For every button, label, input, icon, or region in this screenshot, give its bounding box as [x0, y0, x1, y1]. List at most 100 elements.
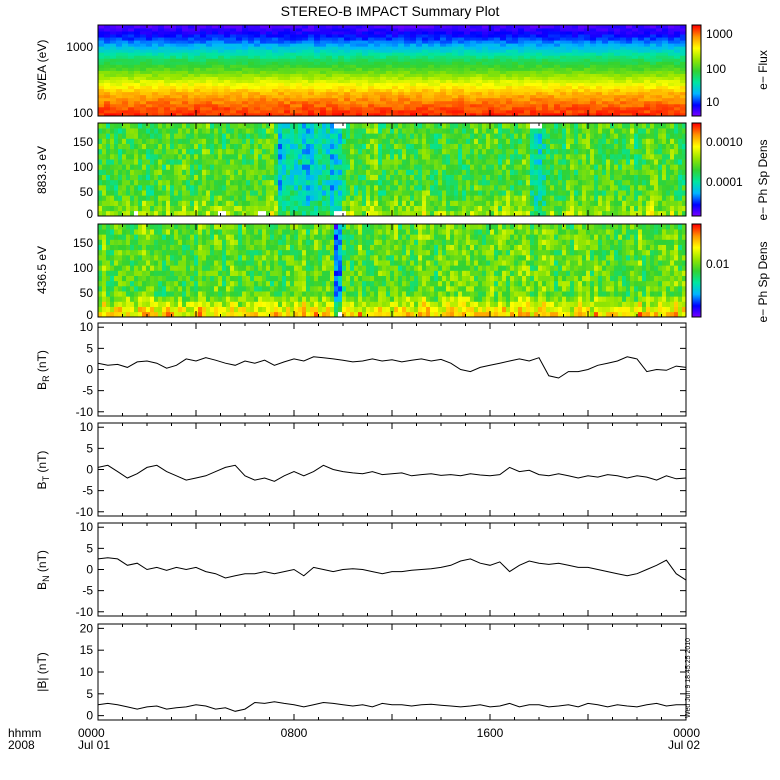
pad-cell — [298, 195, 303, 201]
pad-cell — [366, 185, 371, 191]
pad-cell — [474, 128, 479, 134]
pad-cell — [366, 133, 371, 139]
swea-cell — [548, 103, 555, 108]
swea-cell — [494, 91, 501, 96]
swea-cell — [134, 79, 141, 84]
pad-cell — [366, 190, 371, 196]
pad-cell — [106, 174, 111, 181]
swea-cell — [314, 97, 321, 102]
swea-cell — [326, 85, 333, 90]
swea-cell — [410, 103, 417, 108]
pad-cell — [198, 195, 203, 201]
pad-cell — [114, 210, 119, 217]
swea-cell — [422, 31, 429, 35]
swea-cell — [104, 64, 111, 68]
swea-cell — [608, 94, 615, 99]
swea-cell — [584, 88, 591, 93]
pad-cell — [458, 200, 463, 206]
swea-cell — [512, 109, 519, 114]
pad-cell — [222, 138, 227, 144]
swea-cbar-tick-1000: 1000 — [706, 27, 733, 41]
swea-cell — [386, 58, 393, 62]
pad-cell — [290, 143, 295, 150]
pad-cell — [502, 138, 507, 144]
pad-cell — [266, 174, 271, 181]
panel-swea: SWEA (eV) 1000 100 1000 100 10 e− Flux — [35, 24, 770, 120]
pad-cell — [166, 210, 171, 217]
pad-cell — [218, 138, 223, 144]
swea-cell — [344, 109, 351, 114]
pad-cell — [202, 185, 207, 191]
swea-cell — [470, 97, 477, 102]
swea-cell — [338, 76, 345, 80]
pad-cell — [146, 185, 151, 191]
pad-cell — [118, 159, 123, 165]
swea-cell — [140, 55, 147, 59]
swea-cell — [542, 88, 549, 93]
swea-cell — [632, 73, 639, 77]
swea-cell — [122, 67, 129, 71]
swea-cell — [338, 100, 345, 105]
swea-cell — [398, 73, 405, 77]
swea-cell — [650, 49, 657, 53]
pad-cell — [414, 205, 419, 212]
pad-cell — [510, 154, 515, 160]
pad-cell — [218, 200, 223, 206]
swea-cell — [620, 46, 627, 50]
swea-cell — [662, 52, 669, 56]
swea-cell — [470, 34, 477, 38]
swea-cell — [176, 112, 183, 117]
swea-cell — [656, 46, 663, 50]
pad-cell — [150, 200, 155, 206]
pad-cell — [414, 154, 419, 160]
pad-cell — [326, 195, 331, 201]
swea-cell — [416, 31, 423, 35]
pad-cell — [306, 154, 311, 160]
swea-cell — [410, 31, 417, 35]
swea-cell — [380, 91, 387, 96]
swea-cell — [668, 97, 675, 102]
pad-cell — [406, 148, 411, 155]
swea-cell — [350, 79, 357, 84]
pad-cell — [402, 200, 407, 206]
pad-cell — [442, 148, 447, 155]
pad-cell — [186, 159, 191, 165]
swea-cell — [620, 94, 627, 99]
swea-cell — [128, 79, 135, 84]
swea-cell — [620, 88, 627, 93]
pad-cell — [146, 195, 151, 201]
pad-cell — [358, 195, 363, 201]
swea-cell — [242, 100, 249, 105]
pad-cell — [450, 179, 455, 186]
pad-cell — [430, 200, 435, 206]
swea-cell — [182, 40, 189, 44]
colorbar-cell — [692, 71, 701, 73]
swea-cell — [680, 31, 687, 35]
pad-cell — [298, 179, 303, 186]
swea-cell — [506, 55, 513, 59]
swea-cell — [530, 109, 537, 114]
swea-cell — [392, 112, 399, 117]
swea-cell — [416, 79, 423, 84]
pad-cell — [446, 164, 451, 170]
swea-cell — [392, 31, 399, 35]
swea-colorbar — [692, 25, 701, 117]
swea-cell — [416, 100, 423, 105]
swea-cell — [572, 25, 579, 29]
pad-cell — [254, 174, 259, 181]
swea-cell — [608, 28, 615, 32]
swea-cell — [320, 37, 327, 41]
swea-cell — [410, 73, 417, 77]
swea-cell — [380, 43, 387, 47]
swea-cell — [632, 55, 639, 59]
pad-cell — [502, 200, 507, 206]
swea-cell — [224, 73, 231, 77]
swea-cell — [530, 85, 537, 90]
colorbar-cell — [692, 46, 701, 48]
pad-cell — [218, 128, 223, 134]
swea-cell — [284, 46, 291, 50]
swea-cell — [224, 103, 231, 108]
pad-cell — [374, 185, 379, 191]
pad-cell — [166, 123, 171, 129]
pad-cell — [346, 133, 351, 139]
